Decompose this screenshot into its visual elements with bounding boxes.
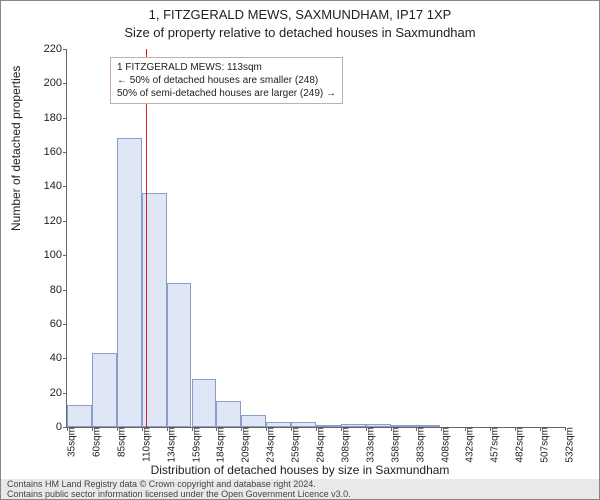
footer: Contains HM Land Registry data © Crown c…	[1, 479, 599, 499]
x-tick-label: 259sqm	[281, 427, 302, 463]
histogram-bar	[291, 422, 316, 427]
histogram-bar	[67, 405, 92, 427]
y-tick-mark	[63, 255, 67, 256]
histogram-bar	[117, 138, 142, 427]
x-tick-label: 110sqm	[131, 427, 152, 462]
x-tick-label: 184sqm	[206, 427, 227, 463]
annotation-box: 1 FITZGERALD MEWS: 113sqm ← 50% of detac…	[110, 57, 343, 104]
y-tick-mark	[63, 324, 67, 325]
annotation-line1: 1 FITZGERALD MEWS: 113sqm	[117, 61, 336, 74]
x-tick-label: 507sqm	[530, 427, 551, 463]
y-axis-label: Number of detached properties	[9, 66, 23, 231]
x-tick-label: 234sqm	[256, 427, 277, 463]
histogram-bar	[366, 424, 391, 427]
y-tick-mark	[63, 152, 67, 153]
x-tick-label: 209sqm	[231, 427, 252, 463]
chart-title-line2: Size of property relative to detached ho…	[1, 25, 599, 40]
histogram-bar	[192, 379, 217, 427]
x-tick-label: 85sqm	[106, 427, 127, 457]
x-tick-label: 532sqm	[555, 427, 576, 463]
histogram-bar	[92, 353, 117, 427]
histogram-bar	[266, 422, 291, 427]
histogram-bar	[241, 415, 266, 427]
y-tick-mark	[63, 118, 67, 119]
y-tick-mark	[63, 393, 67, 394]
annotation-line3: 50% of semi-detached houses are larger (…	[117, 87, 336, 100]
x-tick-label: 432sqm	[455, 427, 476, 463]
x-tick-label: 333sqm	[355, 427, 376, 463]
reference-line	[146, 49, 147, 427]
histogram-bar	[341, 424, 366, 427]
x-tick-label: 284sqm	[306, 427, 327, 463]
x-tick-label: 159sqm	[181, 427, 202, 463]
x-tick-label: 408sqm	[430, 427, 451, 463]
histogram-bar	[416, 425, 441, 427]
footer-line1: Contains HM Land Registry data © Crown c…	[7, 479, 593, 489]
footer-line2: Contains public sector information licen…	[7, 489, 593, 499]
x-tick-label: 60sqm	[81, 427, 102, 457]
x-tick-label: 482sqm	[505, 427, 526, 463]
x-axis-label: Distribution of detached houses by size …	[1, 463, 599, 477]
x-tick-label: 308sqm	[330, 427, 351, 463]
histogram-bar	[391, 425, 416, 427]
y-tick-mark	[63, 186, 67, 187]
y-tick-mark	[63, 49, 67, 50]
histogram-bar	[167, 283, 192, 427]
annotation-line2: ← 50% of detached houses are smaller (24…	[117, 74, 336, 87]
histogram-bar	[316, 425, 341, 427]
x-tick-label: 134sqm	[156, 427, 177, 463]
x-tick-label: 457sqm	[480, 427, 501, 463]
chart-container: 1, FITZGERALD MEWS, SAXMUNDHAM, IP17 1XP…	[0, 0, 600, 500]
y-tick-mark	[63, 83, 67, 84]
chart-title-line1: 1, FITZGERALD MEWS, SAXMUNDHAM, IP17 1XP	[1, 7, 599, 22]
y-tick-mark	[63, 358, 67, 359]
x-tick-label: 383sqm	[405, 427, 426, 463]
y-tick-mark	[63, 221, 67, 222]
x-tick-label: 35sqm	[57, 427, 78, 457]
plot-area: 02040608010012014016018020022035sqm60sqm…	[66, 49, 565, 428]
y-tick-mark	[63, 290, 67, 291]
x-tick-label: 358sqm	[380, 427, 401, 463]
histogram-bar	[216, 401, 241, 427]
